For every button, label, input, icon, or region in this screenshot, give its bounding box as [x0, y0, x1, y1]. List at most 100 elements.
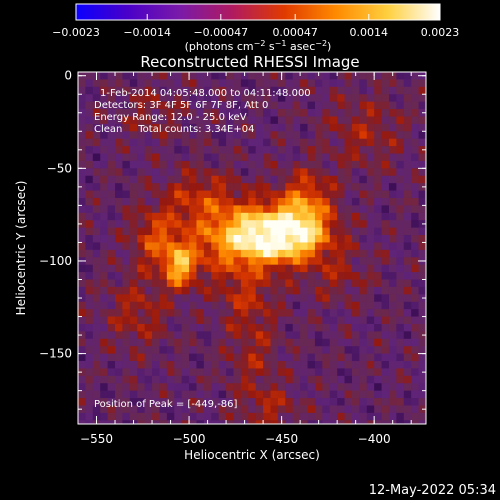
heatmap-cell	[115, 86, 124, 95]
heatmap-cell	[263, 138, 272, 147]
heatmap-cell	[226, 109, 235, 118]
heatmap-cell	[152, 79, 161, 88]
heatmap-cell	[381, 123, 390, 132]
heatmap-cell	[255, 197, 264, 206]
heatmap-cell	[344, 301, 353, 310]
heatmap-cell	[322, 286, 331, 295]
heatmap-cell	[240, 361, 249, 370]
heatmap-cell	[337, 361, 346, 370]
heatmap-cell	[78, 79, 87, 88]
heatmap-cell	[78, 375, 87, 384]
heatmap-cell	[307, 183, 316, 192]
heatmap-cell	[263, 316, 272, 325]
heatmap-cell	[196, 227, 205, 236]
heatmap-cell	[107, 131, 116, 140]
heatmap-cell	[411, 109, 420, 118]
heatmap-cell	[152, 160, 161, 169]
heatmap-cell	[270, 94, 279, 103]
heatmap-cell	[100, 175, 109, 184]
heatmap-cell	[322, 368, 331, 377]
heatmap-cell	[226, 249, 235, 258]
heatmap-cell	[166, 153, 175, 162]
heatmap-cell	[129, 383, 138, 392]
heatmap-cell	[196, 346, 205, 355]
heatmap-cell	[85, 242, 94, 251]
heatmap-cell	[374, 205, 383, 214]
heatmap-cell	[181, 86, 190, 95]
heatmap-cell	[78, 220, 87, 229]
heatmap-cell	[144, 109, 153, 118]
y-tick-label: −100	[39, 254, 72, 268]
heatmap-cell	[337, 190, 346, 199]
heatmap-cell	[78, 286, 87, 295]
heatmap-cell	[115, 235, 124, 244]
heatmap-cell	[307, 383, 316, 392]
heatmap-cell	[411, 205, 420, 214]
heatmap-cell	[351, 235, 360, 244]
heatmap-cell	[351, 220, 360, 229]
heatmap-cell	[181, 160, 190, 169]
heatmap-cell	[248, 286, 257, 295]
heatmap-cell	[122, 375, 131, 384]
heatmap-cell	[226, 72, 235, 81]
heatmap-cell	[322, 227, 331, 236]
heatmap-cell	[248, 249, 257, 258]
heatmap-cell	[122, 212, 131, 221]
heatmap-cell	[159, 146, 168, 155]
heatmap-cell	[144, 86, 153, 95]
heatmap-cell	[203, 272, 212, 281]
heatmap-cell	[218, 72, 227, 81]
heatmap-cell	[189, 375, 198, 384]
heatmap-cell	[285, 94, 294, 103]
heatmap-cell	[255, 338, 264, 347]
heatmap-cell	[314, 109, 323, 118]
heatmap-cell	[300, 109, 309, 118]
heatmap-cell	[248, 116, 257, 125]
heatmap-cell	[322, 257, 331, 266]
colorbar-tick-label: 0.0023	[421, 26, 460, 39]
heatmap-cell	[337, 368, 346, 377]
heatmap-cell	[240, 131, 249, 140]
heatmap-cell	[159, 197, 168, 206]
heatmap-cell	[374, 109, 383, 118]
heatmap-cell	[314, 242, 323, 251]
heatmap-cell	[115, 94, 124, 103]
heatmap-cell	[78, 190, 87, 199]
heatmap-cell	[366, 368, 375, 377]
heatmap-cell	[159, 398, 168, 407]
heatmap-cell	[292, 131, 301, 140]
heatmap-cell	[248, 197, 257, 206]
heatmap-cell	[92, 405, 101, 414]
heatmap-cell	[152, 138, 161, 147]
heatmap-cell	[174, 368, 183, 377]
heatmap-cell	[159, 153, 168, 162]
heatmap-cell	[292, 212, 301, 221]
heatmap-cell	[233, 272, 242, 281]
heatmap-cell	[115, 257, 124, 266]
heatmap-cell	[226, 420, 235, 424]
heatmap-cell	[196, 79, 205, 88]
heatmap-cell	[351, 323, 360, 332]
heatmap-cell	[337, 101, 346, 110]
heatmap-cell	[351, 183, 360, 192]
heatmap-cell	[255, 272, 264, 281]
heatmap-cell	[322, 235, 331, 244]
heatmap-cell	[129, 316, 138, 325]
heatmap-cell	[396, 86, 405, 95]
heatmap-cell	[329, 405, 338, 414]
heatmap-cell	[403, 197, 412, 206]
heatmap-cell	[381, 301, 390, 310]
heatmap-cell	[100, 101, 109, 110]
heatmap-cell	[189, 346, 198, 355]
heatmap-cell	[248, 123, 257, 132]
heatmap-cell	[292, 309, 301, 318]
heatmap-cell	[174, 131, 183, 140]
heatmap-cell	[137, 79, 146, 88]
heatmap-cell	[388, 116, 397, 125]
heatmap-cell	[388, 79, 397, 88]
heatmap-cell	[351, 361, 360, 370]
heatmap-cell	[322, 405, 331, 414]
heatmap-cell	[285, 375, 294, 384]
heatmap-cell	[388, 160, 397, 169]
heatmap-cell	[300, 123, 309, 132]
